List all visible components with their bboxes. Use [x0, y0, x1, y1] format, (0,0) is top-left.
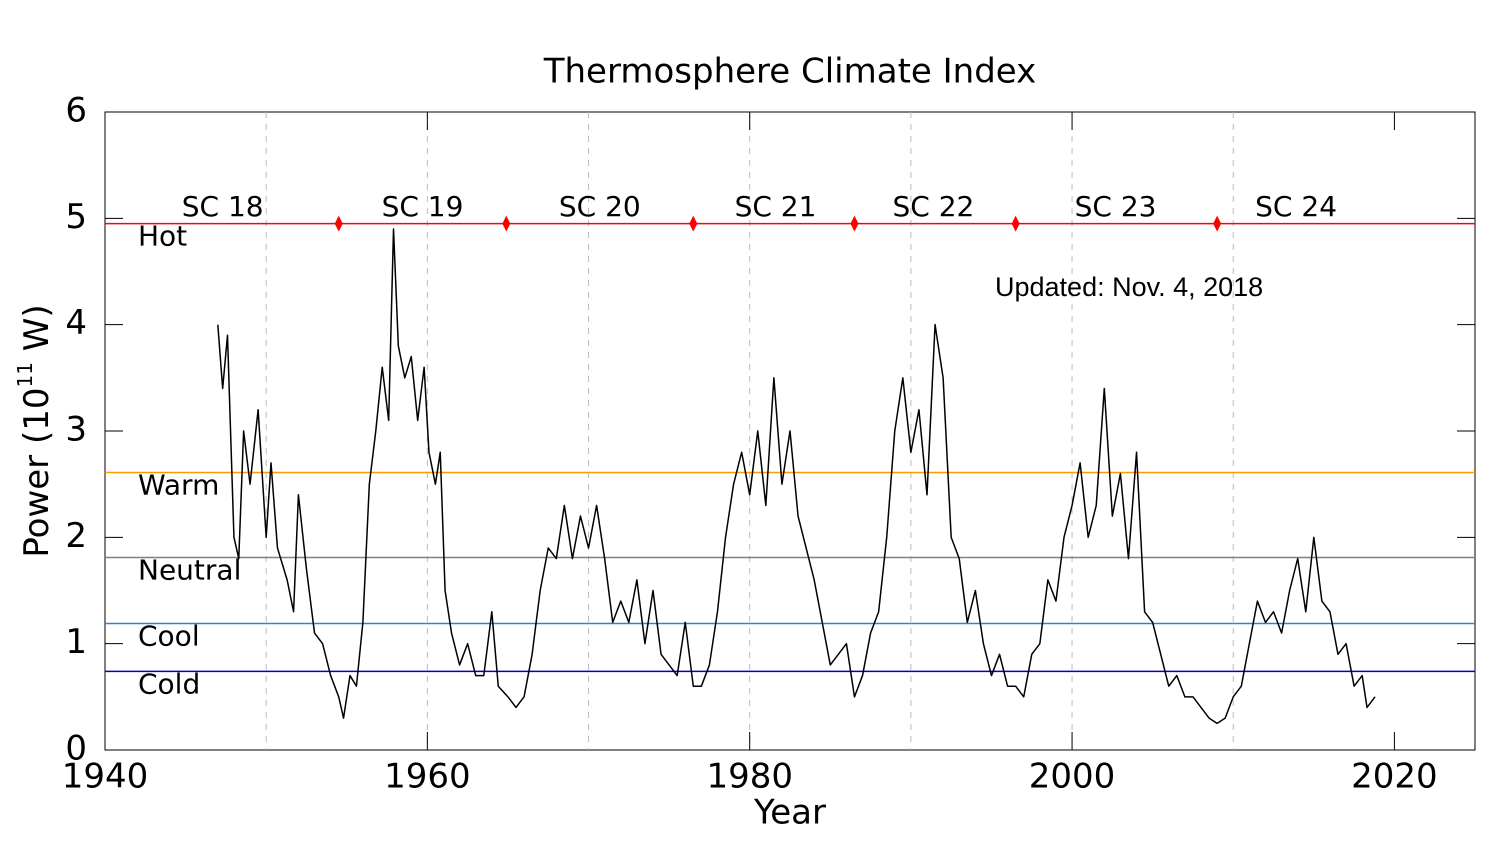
- y-tick-label: 3: [65, 410, 87, 450]
- y-tick-label: 5: [65, 197, 87, 237]
- level-label: Neutral: [138, 554, 241, 587]
- x-tick-label: 2000: [1029, 757, 1116, 797]
- x-tick-label: 2020: [1351, 757, 1438, 797]
- y-tick-label: 6: [65, 91, 87, 131]
- cycle-boundary: [334, 215, 343, 232]
- chart-title: Thermosphere Climate Index: [543, 52, 1037, 92]
- y-label-base: Power (10: [17, 388, 57, 558]
- x-tick-label: 1980: [706, 757, 793, 797]
- cycle-label: SC 19: [382, 190, 464, 223]
- cycle-label: SC 23: [1075, 190, 1157, 223]
- level-label: Hot: [138, 220, 187, 253]
- cycle-label: SC 18: [182, 190, 264, 223]
- y-tick-label: 2: [65, 516, 87, 556]
- cycle-label: SC 21: [735, 190, 817, 223]
- x-axis-label: Year: [753, 793, 826, 833]
- y-tick-label: 0: [65, 729, 87, 769]
- cycle-label: SC 20: [559, 190, 641, 223]
- cycle-boundary: [1213, 215, 1222, 232]
- y-label-unit: W): [17, 304, 57, 362]
- y-tick-label: 4: [65, 303, 87, 343]
- level-label: Cool: [138, 619, 200, 652]
- y-axis-label: Power (1011 W): [13, 304, 57, 557]
- y-label-exp: 11: [13, 362, 37, 387]
- cycle-label: SC 24: [1255, 190, 1337, 223]
- y-tick-label: 1: [65, 622, 87, 662]
- annotation: Updated: Nov. 4, 2018: [995, 272, 1263, 302]
- level-label: Warm: [138, 468, 219, 501]
- data-line: [217, 228, 1376, 725]
- cycle-boundary: [502, 215, 511, 232]
- cycle-boundary: [1011, 215, 1020, 232]
- cycle-boundary: [850, 215, 859, 232]
- x-tick-label: 1940: [62, 757, 149, 797]
- x-tick-label: 1960: [384, 757, 471, 797]
- cycle-label: SC 22: [893, 190, 975, 223]
- cycle-boundary: [689, 215, 698, 232]
- level-label: Cold: [138, 667, 200, 700]
